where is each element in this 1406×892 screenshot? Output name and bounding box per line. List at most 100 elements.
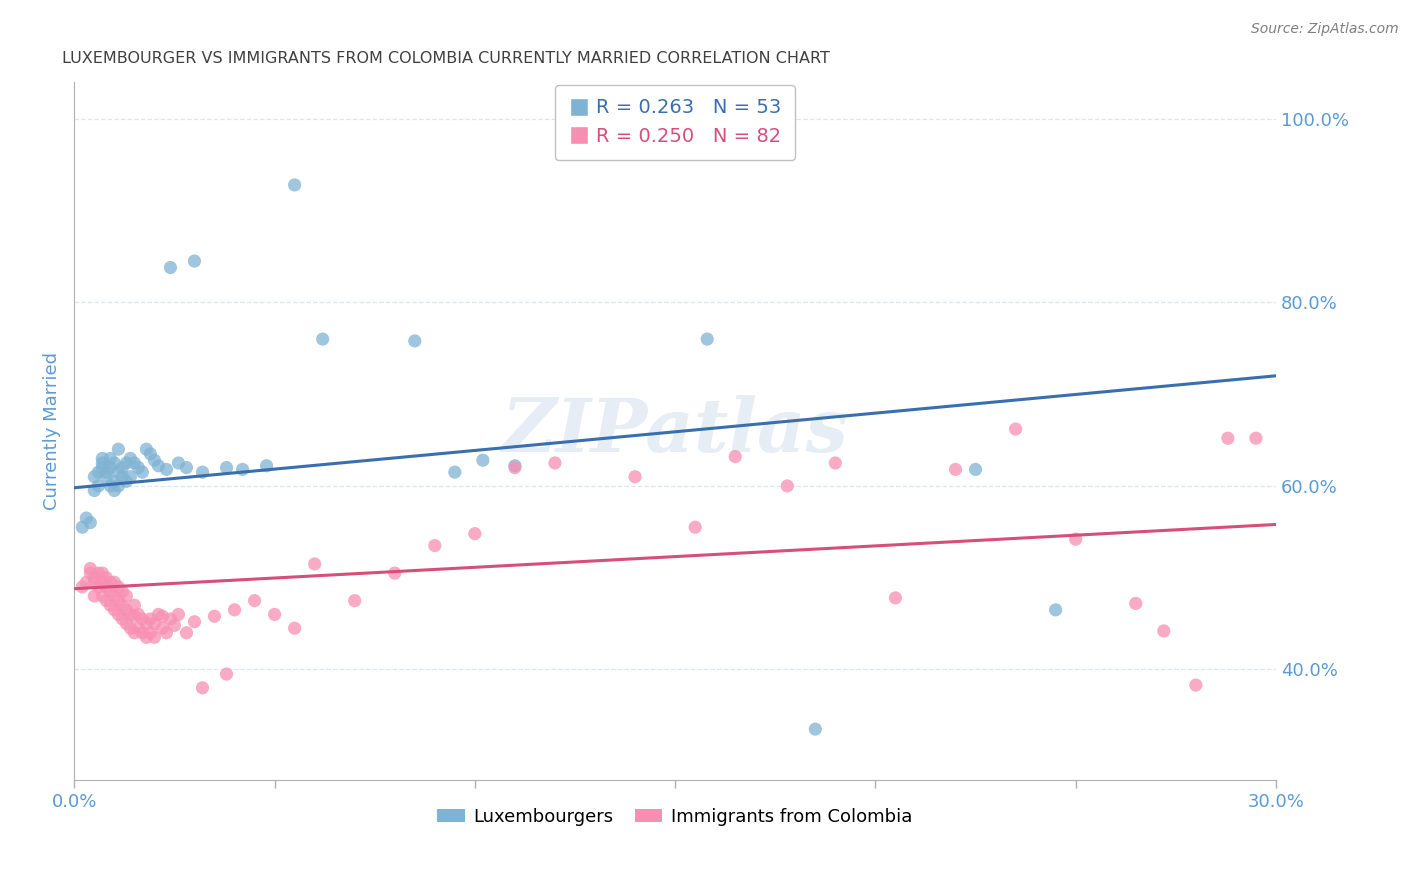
Point — [103, 483, 125, 498]
Point — [804, 722, 827, 736]
Point — [139, 612, 162, 626]
Point — [83, 575, 105, 590]
Point — [1185, 678, 1208, 692]
Point — [107, 479, 129, 493]
Point — [443, 465, 465, 479]
Point — [103, 575, 125, 590]
Point — [304, 557, 326, 571]
Point — [945, 462, 967, 476]
Point — [120, 451, 142, 466]
Point — [87, 566, 110, 581]
Point — [83, 571, 105, 585]
Point — [83, 589, 105, 603]
Point — [243, 593, 266, 607]
Point — [143, 616, 166, 631]
Point — [87, 479, 110, 493]
Point — [624, 469, 647, 483]
Point — [127, 607, 149, 622]
Point — [115, 456, 138, 470]
Point — [124, 609, 146, 624]
Point — [176, 460, 198, 475]
Point — [124, 599, 146, 613]
Point — [79, 561, 101, 575]
Point — [111, 460, 134, 475]
Point — [79, 566, 101, 581]
Point — [544, 456, 567, 470]
Point — [91, 460, 114, 475]
Point — [167, 607, 190, 622]
Point — [159, 260, 181, 275]
Point — [148, 458, 170, 473]
Point — [79, 516, 101, 530]
Point — [91, 456, 114, 470]
Point — [115, 589, 138, 603]
Point — [215, 460, 238, 475]
Point — [131, 465, 153, 479]
Point — [155, 462, 177, 476]
Point — [91, 575, 114, 590]
Point — [204, 609, 226, 624]
Point — [224, 603, 246, 617]
Point — [183, 615, 205, 629]
Point — [311, 332, 333, 346]
Point — [965, 462, 987, 476]
Point — [404, 334, 426, 348]
Point — [87, 580, 110, 594]
Point — [103, 475, 125, 489]
Point — [115, 475, 138, 489]
Point — [131, 612, 153, 626]
Point — [148, 607, 170, 622]
Point — [107, 465, 129, 479]
Point — [124, 456, 146, 470]
Point — [824, 456, 846, 470]
Point — [724, 450, 747, 464]
Point — [683, 520, 706, 534]
Point — [72, 580, 94, 594]
Y-axis label: Currently Married: Currently Married — [44, 351, 60, 510]
Point — [1153, 624, 1175, 638]
Point — [284, 178, 307, 192]
Point — [503, 460, 526, 475]
Point — [176, 625, 198, 640]
Point — [155, 625, 177, 640]
Point — [103, 589, 125, 603]
Point — [115, 616, 138, 631]
Point — [191, 465, 214, 479]
Point — [163, 618, 186, 632]
Point — [103, 456, 125, 470]
Point — [256, 458, 278, 473]
Point — [131, 625, 153, 640]
Point — [107, 607, 129, 622]
Point — [96, 469, 118, 483]
Point — [98, 599, 121, 613]
Point — [183, 254, 205, 268]
Point — [135, 631, 157, 645]
Point — [120, 607, 142, 622]
Point — [107, 580, 129, 594]
Point — [884, 591, 907, 605]
Point — [87, 465, 110, 479]
Point — [98, 479, 121, 493]
Point — [143, 631, 166, 645]
Point — [503, 458, 526, 473]
Point — [124, 625, 146, 640]
Point — [111, 599, 134, 613]
Point — [143, 453, 166, 467]
Point — [1244, 431, 1267, 445]
Point — [167, 456, 190, 470]
Point — [98, 451, 121, 466]
Point — [96, 571, 118, 585]
Point — [111, 584, 134, 599]
Point — [1125, 596, 1147, 610]
Point — [232, 462, 254, 476]
Point — [1004, 422, 1026, 436]
Point — [103, 603, 125, 617]
Point — [127, 460, 149, 475]
Text: LUXEMBOURGER VS IMMIGRANTS FROM COLOMBIA CURRENTLY MARRIED CORRELATION CHART: LUXEMBOURGER VS IMMIGRANTS FROM COLOMBIA… — [62, 51, 830, 66]
Point — [139, 625, 162, 640]
Point — [107, 442, 129, 457]
Point — [111, 612, 134, 626]
Point — [96, 593, 118, 607]
Point — [263, 607, 285, 622]
Point — [139, 447, 162, 461]
